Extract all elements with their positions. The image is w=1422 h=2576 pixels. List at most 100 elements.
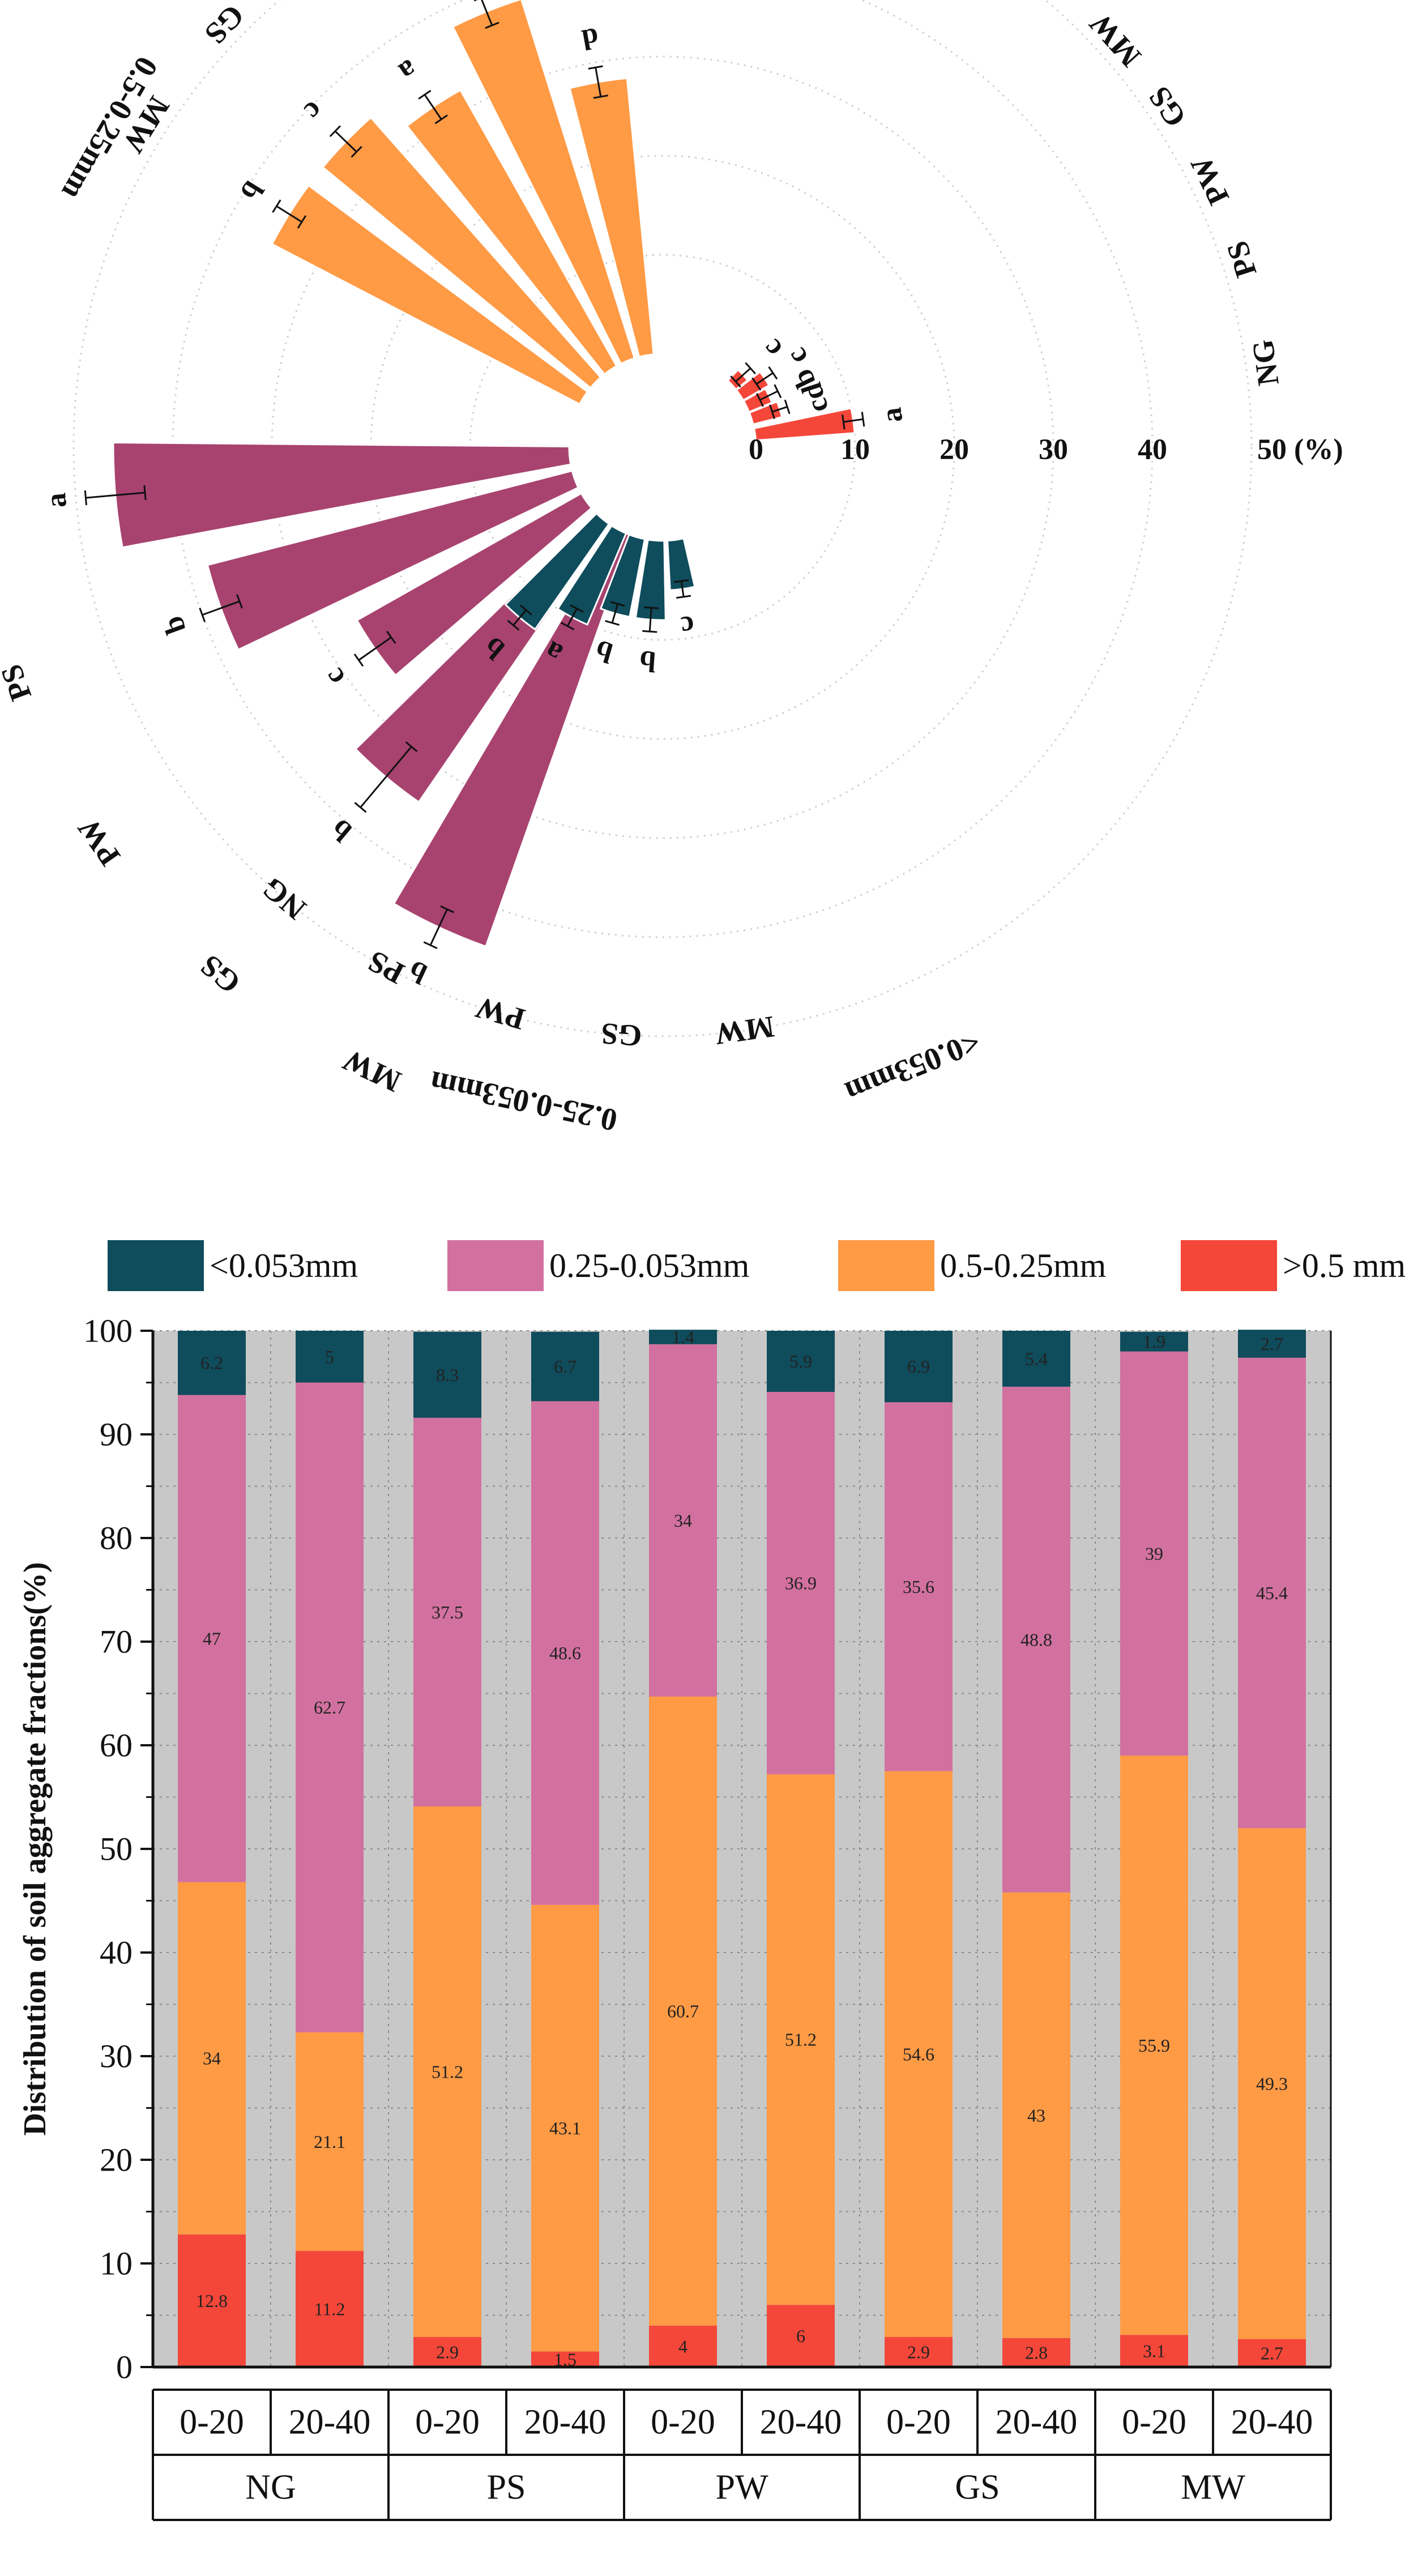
polar-bar-0-5-mm-pw	[742, 387, 774, 413]
polar-error-cap	[297, 215, 307, 229]
bar-segment-0-25-0-053mm	[1238, 1357, 1306, 1829]
bar-data-label: 49.3	[1256, 2073, 1288, 2094]
polar-error-cap	[769, 404, 775, 419]
y-tick-label: 80	[100, 1520, 133, 1557]
bar-segment-0-5-0-25mm	[1238, 1828, 1306, 2339]
polar-error-cap	[199, 608, 206, 622]
polar-error-cap	[405, 741, 418, 753]
treatment-group-label: NG	[245, 2468, 296, 2507]
bar-segment-0-5-mm	[178, 2234, 246, 2367]
bar-segment-0-5-0-25mm	[649, 1696, 717, 2326]
bar-data-label: 5	[325, 1347, 334, 1367]
polar-bar-0-5-0-25mm-pw	[405, 88, 618, 375]
bar-data-label: 3.1	[1143, 2341, 1165, 2361]
polar-error-stem	[334, 130, 357, 153]
polar-bar-0-5-mm-gs	[735, 370, 770, 401]
bar-segment-0-053mm	[296, 1331, 364, 1383]
polar-error-cap	[751, 377, 762, 391]
polar-error-cap	[351, 146, 362, 158]
polar-error-cap	[386, 631, 396, 644]
bar-data-label: 2.7	[1261, 1334, 1283, 1354]
bar-data-label: 39	[1145, 1543, 1163, 1563]
bar-data-label: 35.6	[903, 1577, 934, 1597]
polar-error-cap	[593, 95, 608, 99]
y-tick-label: 100	[83, 1313, 133, 1349]
bar-data-label: 48.8	[1020, 1629, 1052, 1650]
polar-error-cap	[768, 366, 778, 380]
bar-segment-0-5-mm	[1002, 2338, 1070, 2367]
bar-segment-0-25-0-053mm	[885, 1402, 953, 1771]
depth-category-label: 20-40	[760, 2403, 842, 2442]
depth-category-label: 0-20	[415, 2403, 480, 2442]
bar-segment-0-053mm	[767, 1331, 835, 1392]
bar-segment-0-5-mm	[649, 2325, 717, 2367]
polar-error-cap	[272, 199, 281, 213]
polar-error-cap	[842, 415, 845, 430]
polar-error-cap	[236, 594, 243, 609]
polar-error-stem	[595, 67, 602, 97]
polar-error-cap	[674, 579, 689, 583]
y-tick-label: 0	[116, 2349, 133, 2386]
polar-error-cap	[440, 905, 455, 913]
depth-category-label: 20-40	[289, 2403, 371, 2442]
polar-bar-0-053mm-ps	[556, 524, 627, 626]
bar-segment-0-053mm	[649, 1330, 717, 1344]
bar-data-label: 51.2	[432, 2061, 463, 2082]
polar-error-stem	[276, 205, 302, 223]
legend-swatch-0-5-0-25mm	[838, 1240, 934, 1291]
polar-error-stem	[86, 492, 146, 499]
polar-grid-circle	[370, 155, 955, 740]
polar-axis-tick-label: 20	[940, 434, 969, 466]
bar-segment-0-5-mm	[1120, 2335, 1188, 2367]
bar-segment-0-5-mm	[767, 2305, 835, 2367]
y-tick-label: 90	[100, 1416, 133, 1453]
bar-data-label: 34	[674, 1510, 692, 1531]
polar-error-cap	[588, 65, 603, 70]
depth-category-label: 0-20	[180, 2403, 244, 2442]
bar-segment-0-25-0-053mm	[413, 1417, 481, 1806]
legend-swatch-0-25-0-053mm	[447, 1240, 544, 1291]
bar-data-label: 37.5	[432, 1602, 463, 1622]
bar-data-label: 43	[1027, 2105, 1045, 2125]
polar-significance-letter: b	[638, 644, 657, 678]
bar-segment-0-053mm	[1238, 1330, 1306, 1358]
bar-data-label: 60.7	[667, 2001, 699, 2021]
bar-data-label: 1.9	[1143, 1331, 1165, 1352]
depth-category-label: 0-20	[1122, 2403, 1186, 2442]
polar-grid-circle	[469, 254, 856, 641]
polar-error-stem	[360, 746, 412, 808]
polar-bar-0-053mm-ng	[504, 512, 610, 631]
polar-axis-tick-label: 10	[840, 434, 870, 466]
polar-error-cap	[434, 114, 448, 125]
polar-bar-0-5-mm-ng	[753, 407, 856, 442]
y-tick-label: 40	[100, 1934, 133, 1971]
y-tick-label: 70	[100, 1624, 133, 1660]
treatment-group-label: PS	[487, 2468, 526, 2507]
y-tick-label: 30	[100, 2038, 133, 2075]
bar-data-label: 55.9	[1138, 2035, 1170, 2056]
bar-data-label: 43.1	[549, 2118, 581, 2138]
polar-error-stem	[680, 580, 685, 597]
polar-treatment-label: GS	[600, 1016, 643, 1053]
bar-segment-0-5-0-25mm	[1002, 1892, 1070, 2338]
polar-error-stem	[424, 94, 442, 120]
depth-category-label: 20-40	[996, 2403, 1078, 2442]
polar-error-cap	[605, 620, 620, 626]
polar-error-cap	[642, 630, 657, 633]
polar-axis-tick-label: 0	[749, 434, 763, 466]
bar-segment-0-053mm	[1120, 1331, 1188, 1352]
polar-error-cap	[329, 125, 341, 138]
stacked-bar-chart: 12.834476.211.221.162.752.951.237.58.31.…	[18, 1240, 1406, 2521]
bar-segment-0-5-0-25mm	[178, 1882, 246, 2235]
bar-segment-0-053mm	[1002, 1331, 1070, 1387]
polar-error-cap	[570, 604, 584, 613]
polar-error-cap	[84, 490, 88, 506]
polar-error-cap	[610, 601, 625, 607]
polar-treatment-label: NG	[1245, 338, 1286, 388]
polar-error-cap	[755, 392, 764, 407]
y-tick-label: 10	[100, 2245, 133, 2282]
treatment-group-label: GS	[955, 2468, 1000, 2507]
treatment-group-label: MW	[1181, 2468, 1245, 2507]
bar-segment-0-053mm	[178, 1331, 246, 1395]
bar-data-label: 12.8	[196, 2291, 228, 2311]
